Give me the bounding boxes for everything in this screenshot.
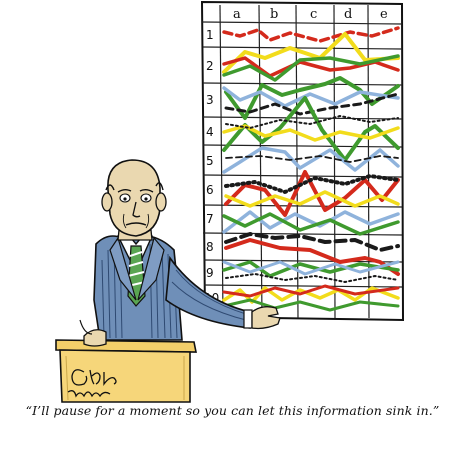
chart-line-blue-4 <box>222 260 400 276</box>
jacket-lapel-left <box>109 236 137 301</box>
artist-signature <box>67 369 117 398</box>
line-chart-board: a b c d e 1 2 3 4 5 6 7 8 9 10 <box>200 0 405 322</box>
row-label-3: 3 <box>206 93 214 107</box>
cartoon-caption: “I’ll pause for a moment so you can let … <box>25 403 440 418</box>
frowning-mouth <box>125 222 147 226</box>
eyes <box>117 189 154 203</box>
row-label-9: 9 <box>206 266 214 280</box>
row-label-8: 8 <box>206 240 214 254</box>
presenter-figure <box>93 159 281 341</box>
chart-line-black-dashed-1 <box>224 92 400 116</box>
chart-line-blue-3 <box>222 210 400 234</box>
right-ear <box>155 192 167 212</box>
chart-line-red-dashed-1 <box>222 26 400 43</box>
row-label-4: 4 <box>206 125 214 139</box>
jacket-lapel-right <box>137 236 165 301</box>
column-label-e: e <box>380 7 388 22</box>
presenting-hand <box>251 306 281 330</box>
column-label-d: d <box>344 7 352 22</box>
chart-line-black-dashed-2 <box>225 155 399 163</box>
chart-line-green-6 <box>222 298 400 312</box>
column-label-c: c <box>310 7 317 22</box>
chart-line-black-dotted-1 <box>225 115 399 129</box>
tie-stripes <box>127 251 146 287</box>
chart-line-red-2 <box>224 170 400 217</box>
chart-line-yellow-4 <box>222 286 400 304</box>
chart-line-yellow-1 <box>222 32 400 74</box>
shirt-cuff <box>243 309 253 329</box>
column-label-b: b <box>270 7 278 22</box>
podium <box>55 319 197 403</box>
podium-body <box>59 349 191 403</box>
chart-line-red-4 <box>222 284 400 298</box>
chart-line-red-3 <box>224 238 400 276</box>
chart-line-green-2 <box>224 76 400 120</box>
chart-line-green-5 <box>222 260 400 278</box>
side-hair <box>105 182 164 191</box>
row-label-7: 7 <box>206 212 214 226</box>
left-ear <box>101 192 113 212</box>
chart-line-green-1 <box>222 54 400 82</box>
row-label-2: 2 <box>206 59 214 73</box>
chart-line-green-3 <box>222 96 400 162</box>
chart-line-black-dashed-3 <box>224 232 400 252</box>
chart-line-yellow-3 <box>224 190 400 208</box>
nose <box>132 201 141 218</box>
row-label-5: 5 <box>206 154 214 168</box>
row-label-6: 6 <box>206 183 214 197</box>
bald-head <box>107 159 161 237</box>
chart-line-blue-1 <box>222 86 400 108</box>
column-label-a: a <box>233 7 241 22</box>
row-label-1: 1 <box>206 28 214 42</box>
chart-line-green-4 <box>222 212 400 236</box>
chart-line-black-dotted-3 <box>225 273 399 283</box>
cartoon-illustration: a b c d e 1 2 3 4 5 6 7 8 9 10 <box>55 0 405 403</box>
chart-line-black-dotted-2 <box>224 174 400 194</box>
